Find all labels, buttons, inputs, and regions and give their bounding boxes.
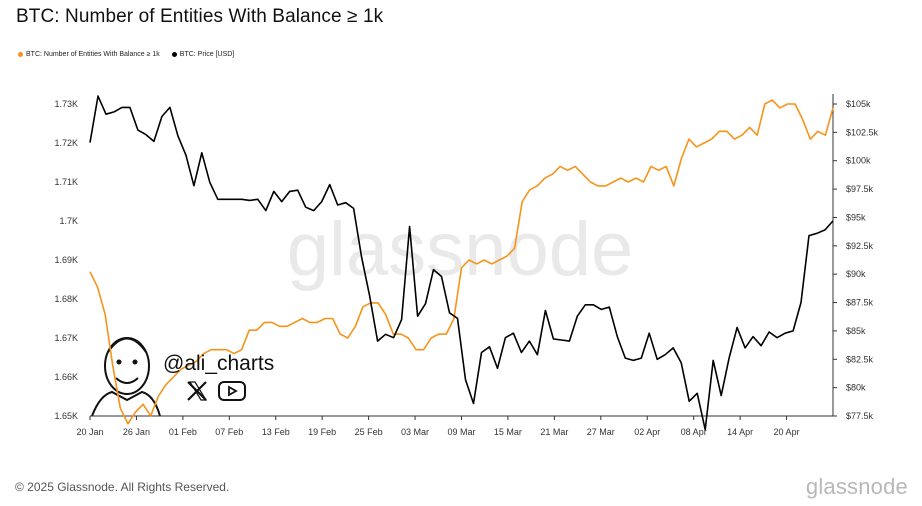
y-right-tick-label: $82.5k bbox=[846, 354, 874, 364]
y-right-tick-label: $77.5k bbox=[846, 411, 874, 421]
series-entities bbox=[89, 99, 834, 425]
legend-item-entities[interactable]: BTC: Number of Entities With Balance ≥ 1… bbox=[18, 51, 160, 58]
x-tick-label: 15 Mar bbox=[494, 427, 522, 437]
y-right-tick-label: $102.5k bbox=[846, 127, 879, 137]
x-tick-label: 21 Mar bbox=[540, 427, 568, 437]
author-handle: @ali_charts bbox=[163, 352, 275, 375]
youtube-icon[interactable] bbox=[218, 381, 246, 406]
y-left-tick-label: 1.68K bbox=[54, 294, 78, 304]
y-right-tick-label: $87.5k bbox=[846, 298, 874, 308]
x-tick-label: 20 Apr bbox=[774, 427, 800, 437]
social-icons bbox=[186, 381, 246, 406]
y-right-tick-label: $92.5k bbox=[846, 241, 874, 251]
x-tick-label: 25 Feb bbox=[355, 427, 383, 437]
x-tick-label: 08 Apr bbox=[681, 427, 707, 437]
axes: 20 Jan 26 Jan 01 Feb 07 Feb 13 Feb 19 Feb 25 F… bbox=[54, 94, 879, 437]
legend-item-price[interactable]: BTC: Price [USD] bbox=[171, 51, 235, 58]
glassnode-logo[interactable]: glassnode bbox=[805, 474, 908, 499]
legend-label-entities: BTC: Number of Entities With Balance ≥ 1… bbox=[26, 51, 160, 58]
series-price bbox=[89, 95, 834, 431]
x-tick-label: 13 Feb bbox=[262, 427, 290, 437]
x-tick-label: 26 Jan bbox=[123, 427, 150, 437]
y-right-tick-label: $85k bbox=[846, 326, 866, 336]
y-left-tick-label: 1.7K bbox=[59, 216, 78, 226]
legend-label-price: BTC: Price [USD] bbox=[179, 51, 235, 58]
y-left-tick-label: 1.69K bbox=[54, 255, 78, 265]
y-right-tick-label: $95k bbox=[846, 212, 866, 222]
x-logo-icon[interactable] bbox=[186, 381, 208, 406]
avatar bbox=[91, 337, 161, 417]
x-tick-label: 14 Apr bbox=[727, 427, 753, 437]
orange-dot-icon bbox=[18, 52, 23, 57]
series-entities-line bbox=[89, 99, 834, 425]
x-tick-label: 27 Mar bbox=[587, 427, 615, 437]
y-left-tick-label: 1.65K bbox=[54, 411, 78, 421]
y-left-tick-label: 1.66K bbox=[54, 372, 78, 382]
copyright-text: © 2025 Glassnode. All Rights Reserved. bbox=[15, 480, 230, 494]
x-tick-label: 07 Feb bbox=[215, 427, 243, 437]
black-dot-icon bbox=[171, 52, 177, 57]
y-left-tick-label: 1.73K bbox=[54, 99, 78, 109]
y-right-tick-label: $105k bbox=[846, 99, 871, 109]
chart-title: BTC: Number of Entities With Balance ≥ 1… bbox=[16, 6, 384, 27]
x-tick-label: 02 Apr bbox=[634, 427, 660, 437]
x-tick-label: 20 Jan bbox=[76, 427, 103, 437]
y-right-tick-label: $90k bbox=[846, 269, 866, 279]
x-tick-label: 03 Mar bbox=[401, 427, 429, 437]
series-price-line bbox=[89, 95, 834, 431]
y-right-tick-label: $100k bbox=[846, 156, 871, 166]
y-left-tick-label: 1.71K bbox=[54, 177, 78, 187]
x-tick-label: 19 Feb bbox=[308, 427, 336, 437]
y-left-tick-label: 1.72K bbox=[54, 138, 78, 148]
x-tick-label: 01 Feb bbox=[169, 427, 197, 437]
y-right-tick-label: $97.5k bbox=[846, 184, 874, 194]
x-tick-label: 09 Mar bbox=[447, 427, 475, 437]
y-right-tick-label: $80k bbox=[846, 383, 866, 393]
y-left-tick-label: 1.67K bbox=[54, 333, 78, 343]
legend: BTC: Number of Entities With Balance ≥ 1… bbox=[18, 51, 234, 58]
